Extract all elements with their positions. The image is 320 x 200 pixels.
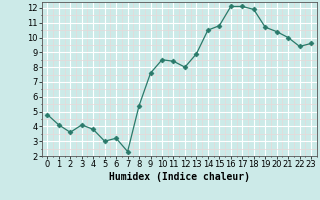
- X-axis label: Humidex (Indice chaleur): Humidex (Indice chaleur): [109, 172, 250, 182]
